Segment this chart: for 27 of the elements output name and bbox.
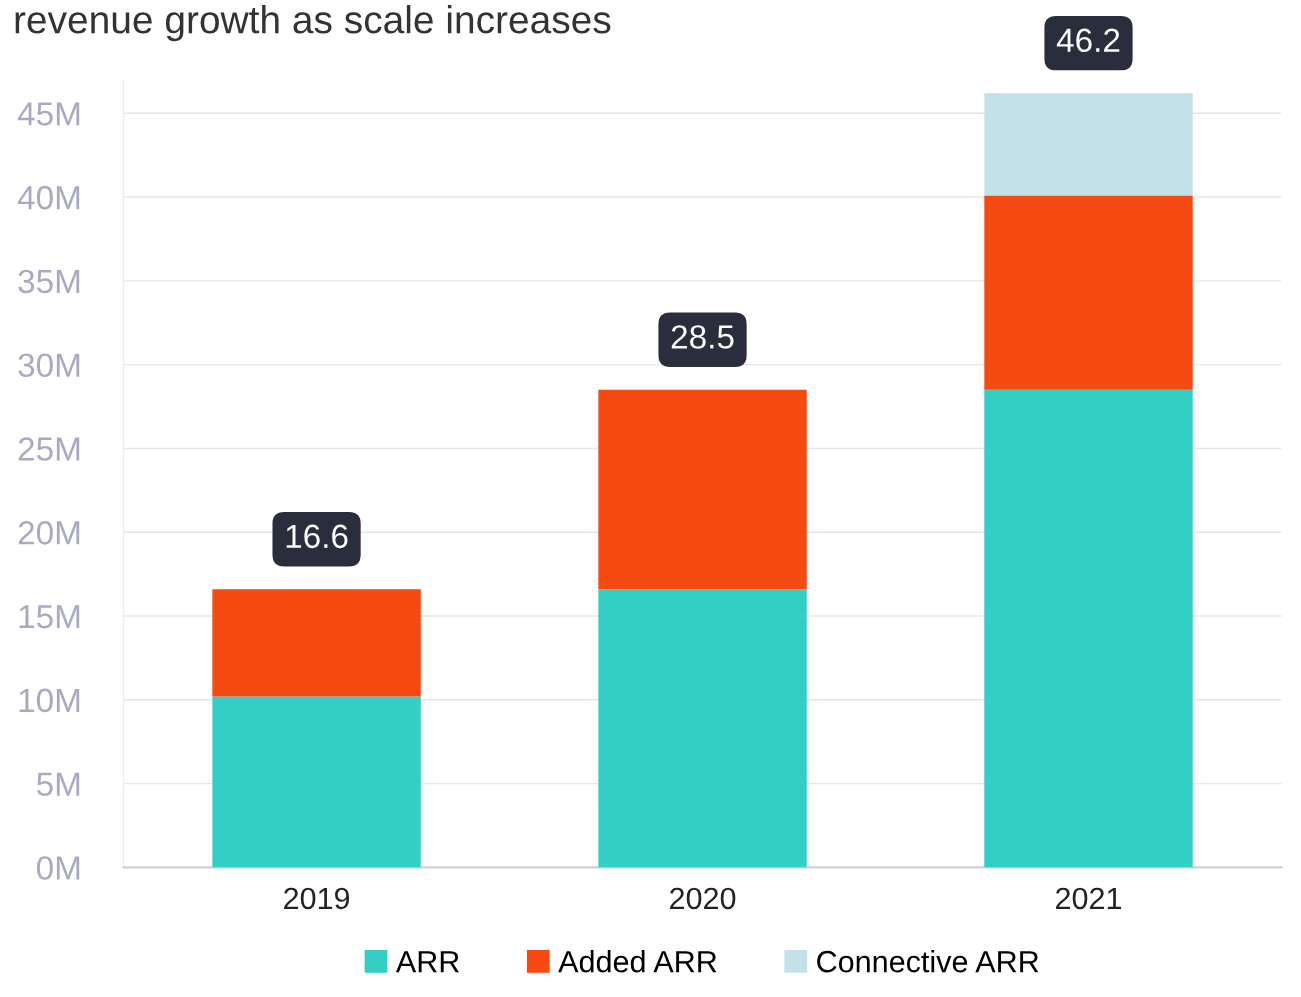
y-tick-label: 25M: [18, 437, 80, 461]
bar: [598, 389, 807, 590]
x-tick-label: 2021: [1056, 887, 1121, 910]
y-tick-label: 45M: [17, 102, 80, 126]
y-tick-label: 35M: [18, 269, 80, 294]
total-label: 46.2: [1056, 28, 1120, 53]
legend-label: Connective ARR: [817, 950, 1039, 973]
y-tick-label: 30M: [18, 353, 80, 378]
total-label: 16.6: [286, 524, 348, 549]
total-label: 28.5: [671, 325, 734, 349]
x-tick-label: 2019: [284, 887, 350, 910]
bar: [212, 589, 421, 697]
legend-label: Added ARR: [558, 950, 717, 973]
y-tick-label: 15M: [19, 605, 80, 629]
y-tick-label: 0M: [36, 856, 80, 880]
bar: [212, 696, 421, 868]
bar: [984, 93, 1193, 196]
y-tick-label: 10M: [19, 688, 80, 713]
chart-title: revenue growth as scale increases: [15, 4, 611, 42]
y-tick-label: 5M: [36, 772, 80, 797]
bar: [984, 195, 1193, 390]
bar: [984, 389, 1193, 868]
y-tick-label: 20M: [18, 521, 80, 545]
bar: [598, 589, 807, 868]
legend-label: ARR: [395, 951, 459, 973]
y-tick-label: 40M: [17, 185, 80, 210]
x-tick-label: 2020: [670, 887, 736, 910]
